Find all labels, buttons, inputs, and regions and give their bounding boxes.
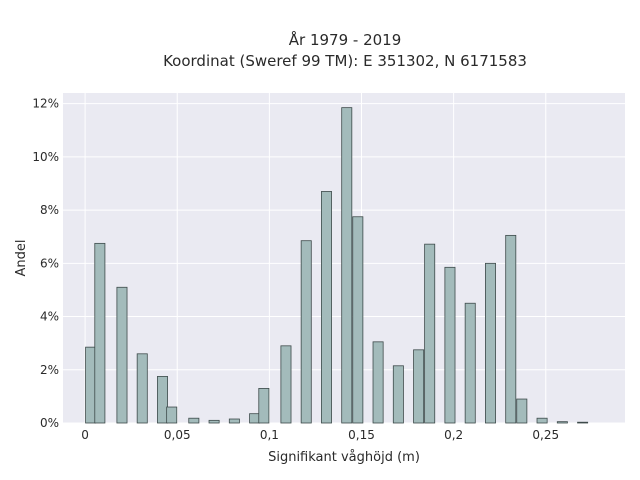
y-tick-label: 12%: [32, 97, 59, 111]
x-tick-label: 0,2: [444, 428, 463, 442]
histogram-bar: [372, 341, 384, 424]
y-tick-label: 2%: [40, 363, 59, 377]
y-tick-label: 8%: [40, 203, 59, 217]
histogram-bar: [556, 421, 568, 424]
x-tick-label: 0: [81, 428, 89, 442]
x-tick-label: 0,25: [532, 428, 559, 442]
histogram-bar: [464, 302, 476, 424]
histogram-bar: [258, 388, 270, 424]
histogram-bar: [94, 242, 106, 424]
histogram-bar: [300, 240, 312, 424]
histogram-bar: [341, 107, 353, 424]
histogram-bar: [228, 418, 240, 424]
histogram-bar: [280, 345, 292, 424]
histogram-bar: [485, 262, 496, 424]
x-axis-label: Signifikant våghöjd (m): [268, 450, 420, 465]
histogram-bar: [249, 413, 261, 424]
chart-title-line2: Koordinat (Sweref 99 TM): E 351302, N 61…: [163, 52, 527, 70]
bars: [85, 107, 589, 424]
histogram-bar: [116, 286, 128, 424]
histogram-bar: [577, 421, 589, 424]
y-tick-label: 4%: [40, 310, 59, 324]
y-tick-label: 10%: [32, 150, 59, 164]
x-tick-label: 0,1: [260, 428, 279, 442]
histogram-bar: [321, 191, 332, 424]
histogram-bar: [413, 349, 425, 424]
x-tick-labels: 0 0,05 0,1 0,15 0,2 0,25: [81, 428, 559, 442]
histogram-bar: [392, 365, 404, 424]
histogram-bar: [85, 346, 97, 424]
y-axis-label: Andel: [14, 240, 29, 277]
histogram-bar: [516, 398, 528, 424]
x-tick-label: 0,15: [348, 428, 375, 442]
histogram-bar: [188, 417, 200, 424]
histogram-bar: [352, 216, 364, 424]
y-tick-label: 0%: [40, 416, 59, 430]
y-tick-labels: 0% 2% 4% 6% 8% 10% 12%: [32, 97, 59, 430]
histogram-bar: [536, 417, 548, 424]
histogram-bar: [208, 419, 220, 424]
histogram-bar: [424, 243, 436, 424]
histogram-bar: [136, 353, 148, 424]
histogram-bar: [505, 234, 517, 424]
histogram-bar: [166, 406, 178, 424]
x-tick-label: 0,05: [164, 428, 191, 442]
histogram-bar: [157, 376, 168, 424]
histogram-bar: [444, 266, 456, 424]
y-tick-label: 6%: [40, 256, 59, 270]
chart-title-line1: År 1979 - 2019: [289, 30, 402, 49]
